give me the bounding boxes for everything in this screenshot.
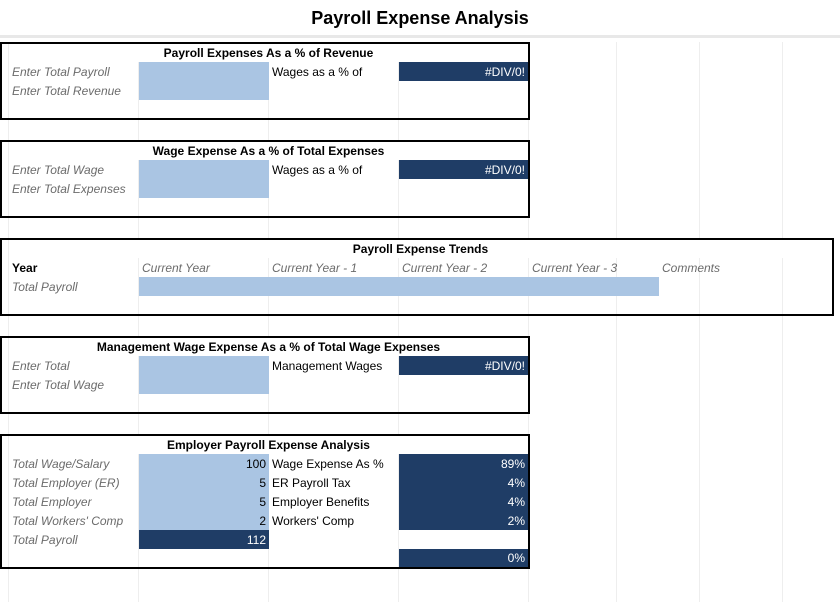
s2-row2-label: Enter Total Expenses <box>9 179 139 198</box>
page-title: Payroll Expense Analysis <box>0 0 840 35</box>
s3-col-cy: Current Year <box>139 258 269 277</box>
s3-col-comments: Comments <box>659 258 833 277</box>
s5-r1-label: Total Employer (ER) <box>9 473 139 492</box>
section-employer-analysis: Employer Payroll Expense Analysis Total … <box>0 434 530 569</box>
title-divider <box>0 35 840 38</box>
s2-row1-label: Enter Total Wage <box>9 160 139 179</box>
s5-r0-label: Total Wage/Salary <box>9 454 139 473</box>
s3-col-cy1: Current Year - 1 <box>269 258 399 277</box>
s5-r0-pct: 89% <box>399 454 529 473</box>
s2-row1-input[interactable] <box>139 160 269 179</box>
s2-row1-result: #DIV/0! <box>399 160 529 179</box>
s4-row2-input[interactable] <box>139 375 269 394</box>
section3-header: Payroll Expense Trends <box>9 239 833 258</box>
s5-r3-label: Total Workers' Comp <box>9 511 139 530</box>
s1-row1-label: Enter Total Payroll <box>9 62 139 81</box>
s3-row-label: Total Payroll <box>9 277 139 296</box>
s5-r1-value[interactable]: 5 <box>139 473 269 492</box>
section-wage-pct-expenses: Wage Expense As a % of Total Expenses En… <box>0 140 530 218</box>
s5-total-label: Total Payroll <box>9 530 139 549</box>
s5-r3-desc: Workers' Comp <box>269 511 399 530</box>
s5-r1-pct: 4% <box>399 473 529 492</box>
s5-r2-label: Total Employer <box>9 492 139 511</box>
s2-row1-desc: Wages as a % of <box>269 160 399 179</box>
s3-col-cy3: Current Year - 3 <box>529 258 659 277</box>
section-payroll-pct-revenue: Payroll Expenses As a % of Revenue Enter… <box>0 42 530 120</box>
s5-total-value: 112 <box>139 530 269 549</box>
section1-header: Payroll Expenses As a % of Revenue <box>9 43 529 62</box>
section2-header: Wage Expense As a % of Total Expenses <box>9 141 529 160</box>
s5-r0-value[interactable]: 100 <box>139 454 269 473</box>
s2-row2-input[interactable] <box>139 179 269 198</box>
spreadsheet: Payroll Expenses As a % of Revenue Enter… <box>0 42 840 569</box>
s3-comments-cell[interactable] <box>659 277 833 296</box>
section4-header: Management Wage Expense As a % of Total … <box>9 337 529 356</box>
s4-row1-label: Enter Total <box>9 356 139 375</box>
s1-row1-result: #DIV/0! <box>399 62 529 81</box>
s3-col-year: Year <box>9 258 139 277</box>
s1-row2-input[interactable] <box>139 81 269 100</box>
s5-r1-desc: ER Payroll Tax <box>269 473 399 492</box>
s4-row1-result: #DIV/0! <box>399 356 529 375</box>
s5-r0-desc: Wage Expense As % <box>269 454 399 473</box>
section-payroll-trends: Payroll Expense Trends Year Current Year… <box>0 238 834 316</box>
s5-r3-value[interactable]: 2 <box>139 511 269 530</box>
section-mgmt-wage-pct: Management Wage Expense As a % of Total … <box>0 336 530 414</box>
s3-cy-input[interactable] <box>139 277 269 296</box>
s1-row1-desc: Wages as a % of <box>269 62 399 81</box>
s3-cy3-input[interactable] <box>529 277 659 296</box>
s3-cy2-input[interactable] <box>399 277 529 296</box>
s5-r2-desc: Employer Benefits <box>269 492 399 511</box>
s4-row2-label: Enter Total Wage <box>9 375 139 394</box>
section5-header: Employer Payroll Expense Analysis <box>9 435 529 454</box>
s5-r2-value[interactable]: 5 <box>139 492 269 511</box>
s1-row1-input[interactable] <box>139 62 269 81</box>
s4-row1-input[interactable] <box>139 356 269 375</box>
s4-row1-desc: Management Wages <box>269 356 399 375</box>
s5-final-pct: 0% <box>399 549 529 568</box>
s1-row2-label: Enter Total Revenue <box>9 81 139 100</box>
s5-r3-pct: 2% <box>399 511 529 530</box>
s5-r2-pct: 4% <box>399 492 529 511</box>
s3-col-cy2: Current Year - 2 <box>399 258 529 277</box>
s3-cy1-input[interactable] <box>269 277 399 296</box>
